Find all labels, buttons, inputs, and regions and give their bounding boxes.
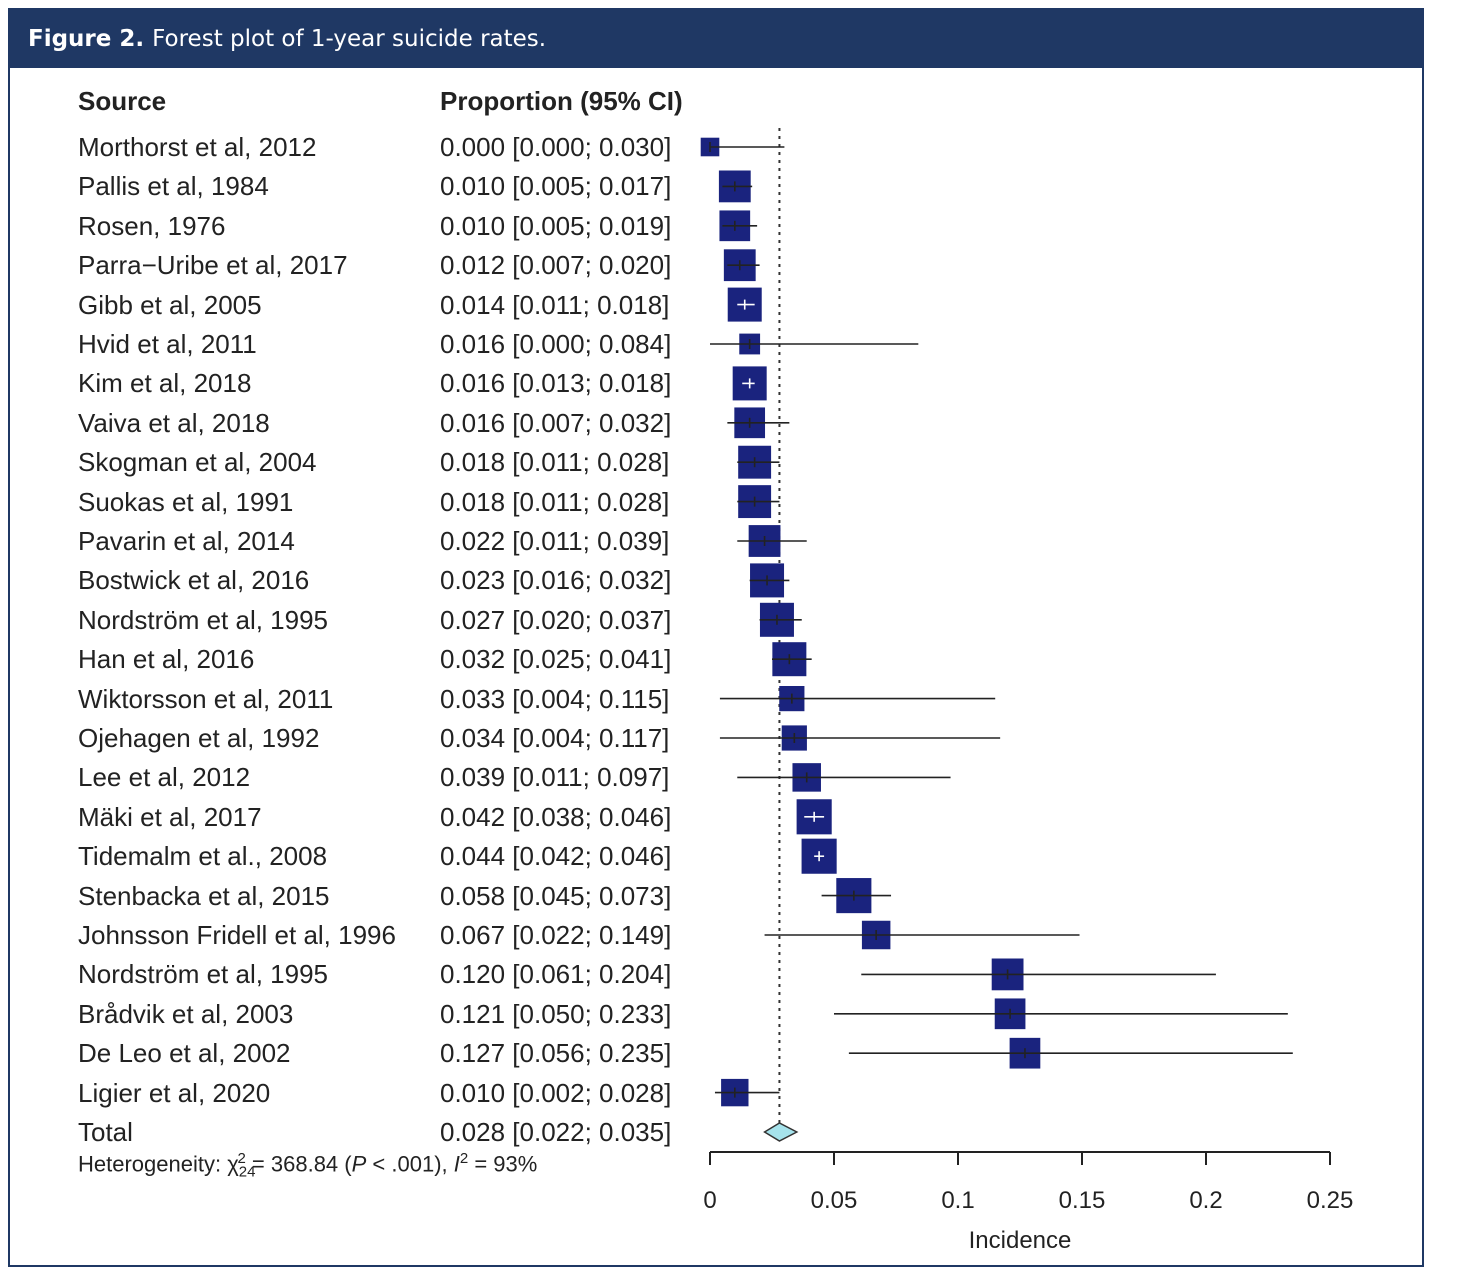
- het-i-sup: 2: [459, 1150, 469, 1167]
- figure-caption: Forest plot of 1-year suicide rates.: [152, 26, 547, 52]
- study-row-21-source: Nordström et al, 1995: [78, 959, 329, 990]
- study-row-1-estimate: 0.010 [0.005; 0.017]: [440, 171, 672, 202]
- het-chi-sup: 2: [237, 1150, 246, 1167]
- column-header-source: Source: [78, 86, 167, 116]
- x-tick-label-4: 0.2: [1189, 1187, 1222, 1214]
- x-tick-label-2: 0.1: [941, 1187, 974, 1214]
- study-row-24-source: Ligier et al, 2020: [78, 1077, 271, 1108]
- study-row-10-source: Pavarin et al, 2014: [78, 526, 295, 556]
- study-row-23-source: De Leo et al, 2002: [78, 1038, 291, 1069]
- study-row-3-estimate: 0.012 [0.007; 0.020]: [440, 250, 672, 281]
- het-p: P: [351, 1151, 367, 1177]
- study-row-7-estimate: 0.016 [0.007; 0.032]: [440, 407, 672, 438]
- study-row-4-source: Gibb et al, 2005: [78, 289, 262, 320]
- study-row-19-estimate: 0.058 [0.045; 0.073]: [440, 880, 672, 911]
- study-row-7-source: Vaiva et al, 2018: [78, 407, 270, 438]
- figure-header: Figure 2. Forest plot of 1-year suicide r…: [10, 10, 1422, 68]
- study-row-8-estimate: 0.018 [0.011; 0.028]: [440, 447, 670, 478]
- het-prefix: Heterogeneity:: [78, 1151, 228, 1177]
- study-row-18-source: Tidemalm et al., 2008: [78, 841, 328, 872]
- x-tick-label-5: 0.25: [1307, 1187, 1354, 1214]
- study-row-15-estimate: 0.034 [0.004; 0.117]: [440, 723, 670, 753]
- study-row-8-source: Skogman et al, 2004: [78, 447, 317, 478]
- study-row-21-estimate: 0.120 [0.061; 0.204]: [440, 959, 672, 990]
- total-diamond: [763, 1122, 799, 1142]
- study-row-20-estimate: 0.067 [0.022; 0.149]: [440, 920, 672, 950]
- study-row-6-estimate: 0.016 [0.013; 0.018]: [440, 368, 672, 399]
- study-row-18-estimate: 0.044 [0.042; 0.046]: [440, 841, 672, 872]
- study-row-0-estimate: 0.000 [0.000; 0.030]: [440, 132, 672, 162]
- study-row-12-estimate: 0.027 [0.020; 0.037]: [440, 604, 672, 635]
- study-row-3-source: Parra−Uribe et al, 2017: [78, 250, 348, 281]
- x-tick-label-0: 0: [703, 1187, 716, 1214]
- study-row-2-estimate: 0.010 [0.005; 0.019]: [440, 210, 672, 241]
- x-axis-label: Incidence: [969, 1227, 1072, 1254]
- column-header-proportion: Proportion (95% CI): [440, 86, 683, 116]
- study-row-6-source: Kim et al, 2018: [78, 368, 252, 399]
- heterogeneity-text: Heterogeneity: χ242 = 368.84 (P < .001),…: [78, 1150, 537, 1181]
- study-row-14-source: Wiktorsson et al, 2011: [78, 683, 334, 714]
- study-row-13-source: Han et al, 2016: [78, 644, 255, 675]
- study-row-16-source: Lee et al, 2012: [78, 762, 251, 793]
- figure-label: Figure 2.: [28, 26, 145, 52]
- study-row-14-estimate: 0.033 [0.004; 0.115]: [440, 683, 670, 714]
- study-row-5-estimate: 0.016 [0.000; 0.084]: [440, 329, 672, 359]
- study-row-10-estimate: 0.022 [0.011; 0.039]: [440, 526, 670, 556]
- study-row-11-estimate: 0.023 [0.016; 0.032]: [440, 565, 672, 596]
- study-row-13-estimate: 0.032 [0.025; 0.041]: [440, 644, 672, 675]
- study-row-17-source: Mäki et al, 2017: [78, 801, 262, 832]
- study-row-4-estimate: 0.014 [0.011; 0.018]: [440, 289, 670, 320]
- study-row-17-estimate: 0.042 [0.038; 0.046]: [440, 801, 672, 832]
- het-i-value: = 93%: [468, 1151, 538, 1177]
- study-row-5-source: Hvid et al, 2011: [78, 329, 257, 359]
- study-row-16-estimate: 0.039 [0.011; 0.097]: [440, 762, 670, 793]
- study-row-22-estimate: 0.121 [0.050; 0.233]: [440, 998, 672, 1029]
- study-row-20-source: Johnsson Fridell et al, 1996: [78, 920, 396, 950]
- het-chi: χ: [227, 1151, 239, 1177]
- study-row-23-estimate: 0.127 [0.056; 0.235]: [440, 1038, 672, 1069]
- study-row-1-source: Pallis et al, 1984: [78, 171, 269, 202]
- figure-frame: Figure 2. Forest plot of 1-year suicide r…: [8, 8, 1424, 1267]
- study-row-11-source: Bostwick et al, 2016: [78, 565, 310, 596]
- study-row-9-source: Suokas et al, 1991: [78, 486, 294, 517]
- het-i: I: [453, 1151, 460, 1177]
- het-chi-sub: 24: [238, 1163, 256, 1181]
- x-tick-label-3: 0.15: [1059, 1187, 1106, 1214]
- study-row-15-source: Ojehagen et al, 1992: [78, 723, 320, 753]
- total-row-source: Total: [78, 1117, 133, 1147]
- study-row-19-source: Stenbacka et al, 2015: [78, 880, 330, 911]
- study-row-0-source: Morthorst et al, 2012: [78, 132, 317, 162]
- study-row-22-source: Brådvik et al, 2003: [78, 998, 294, 1029]
- study-row-2-source: Rosen, 1976: [78, 210, 226, 241]
- x-tick-label-1: 0.05: [811, 1187, 858, 1214]
- study-row-24-estimate: 0.010 [0.002; 0.028]: [440, 1077, 672, 1108]
- het-p-value: < .001),: [366, 1151, 454, 1177]
- study-row-12-source: Nordström et al, 1995: [78, 604, 329, 635]
- total-row-estimate: 0.028 [0.022; 0.035]: [440, 1117, 672, 1147]
- study-row-9-estimate: 0.018 [0.011; 0.028]: [440, 486, 670, 517]
- het-stat: = 368.84 (: [245, 1151, 352, 1177]
